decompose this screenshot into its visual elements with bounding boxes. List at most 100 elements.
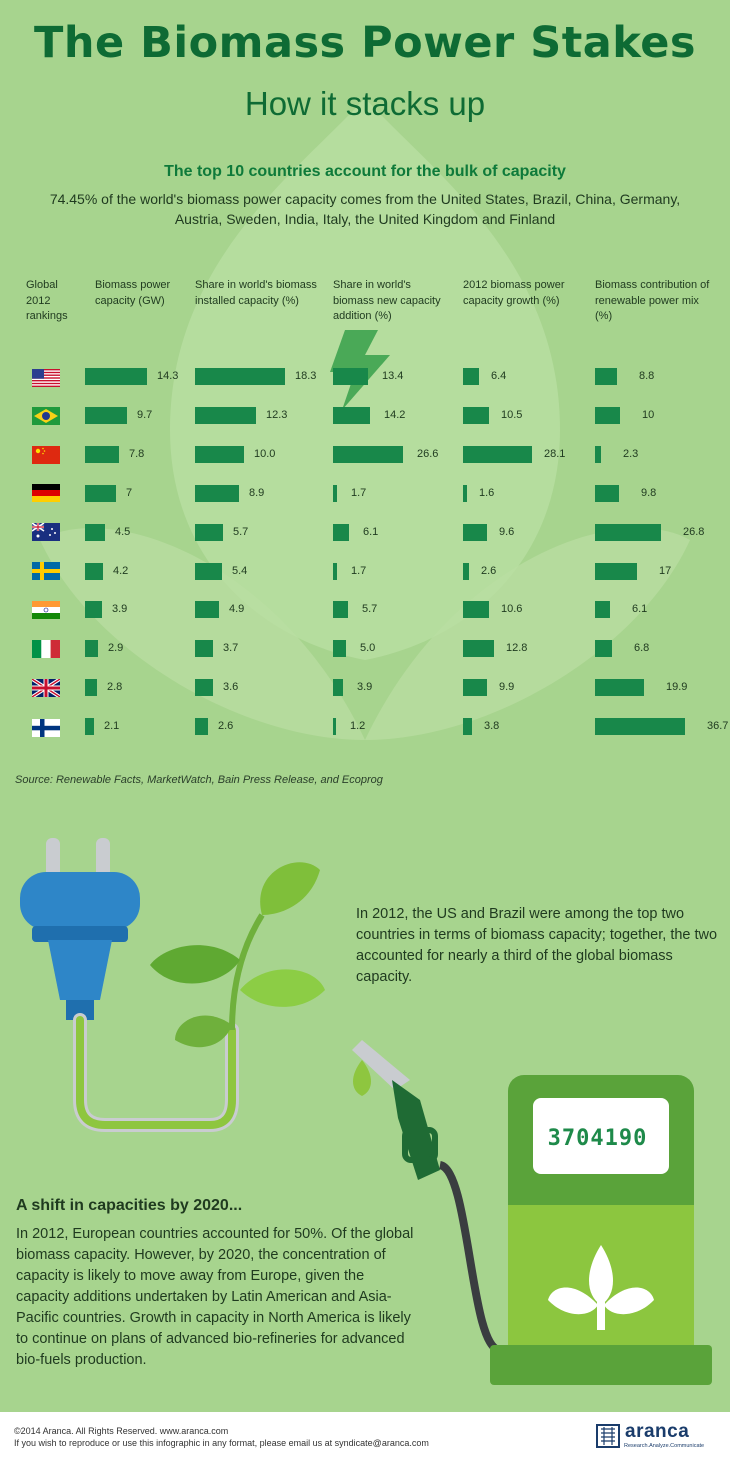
flag-sweden-icon (32, 562, 60, 580)
bar-sweden-series-1 (85, 563, 103, 580)
value-label-india-series-3: 5.7 (362, 603, 378, 615)
bar-united-states-series-3 (333, 368, 368, 385)
value-label-austria-series-3: 6.1 (363, 526, 379, 538)
value-label-china-series-5: 2.3 (623, 448, 639, 460)
background-side-leaf-left (40, 528, 365, 740)
bar-finland-series-4 (463, 718, 472, 735)
value-label-india-series-2: 4.9 (229, 603, 245, 615)
value-label-sweden-series-2: 5.4 (232, 565, 248, 577)
flag-italy-icon (32, 640, 60, 658)
bar-china-series-1 (85, 446, 119, 463)
value-label-brazil-series-2: 12.3 (266, 409, 288, 421)
value-label-china-series-1: 7.8 (129, 448, 145, 460)
bar-india-series-4 (463, 601, 489, 618)
bar-sweden-series-5 (595, 563, 637, 580)
bar-italy-series-2 (195, 640, 213, 657)
value-label-united-kingdom-series-2: 3.6 (223, 681, 239, 693)
column-header-rankings: Global 2012 rankings (26, 279, 68, 322)
bar-china-series-2 (195, 446, 244, 463)
flag-austria-icon (32, 523, 60, 541)
value-label-germany-series-3: 1.7 (351, 487, 367, 499)
bar-austria-series-4 (463, 524, 487, 541)
flag-finland-icon (32, 719, 60, 737)
value-label-germany-series-5: 9.8 (641, 487, 657, 499)
bar-finland-series-1 (85, 718, 94, 735)
footer-copyright: ©2014 Aranca. All Rights Reserved. www.a… (14, 1426, 229, 1436)
value-label-sweden-series-3: 1.7 (351, 565, 367, 577)
value-label-china-series-4: 28.1 (544, 448, 566, 460)
bar-sweden-series-3 (333, 563, 337, 580)
page-title: The Biomass Power Stakes (34, 18, 696, 68)
page-subtitle: How it stacks up (244, 85, 486, 122)
value-label-finland-series-2: 2.6 (218, 720, 234, 732)
value-label-united-kingdom-series-3: 3.9 (357, 681, 373, 693)
column-header-growth: 2012 biomass power capacity growth (%) (463, 279, 565, 307)
value-label-united-kingdom-series-5: 19.9 (666, 681, 688, 693)
intro-body: 74.45% of the world's biomass power capa… (49, 191, 681, 227)
bar-germany-series-2 (195, 485, 239, 502)
aranca-tagline: Research.Analyze.Communicate (624, 1443, 705, 1449)
bar-brazil-series-4 (463, 407, 489, 424)
value-label-finland-series-3: 1.2 (350, 720, 366, 732)
bar-united-kingdom-series-1 (85, 679, 97, 696)
value-label-italy-series-2: 3.7 (223, 642, 239, 654)
flag-brazil-icon (32, 407, 60, 425)
bar-sweden-series-2 (195, 563, 222, 580)
bar-finland-series-2 (195, 718, 208, 735)
value-label-germany-series-4: 1.6 (479, 487, 495, 499)
value-label-india-series-1: 3.9 (112, 603, 128, 615)
bar-italy-series-4 (463, 640, 494, 657)
value-label-india-series-5: 6.1 (632, 603, 648, 615)
value-label-united-states-series-2: 18.3 (295, 370, 317, 382)
value-label-brazil-series-4: 10.5 (501, 409, 523, 421)
value-label-china-series-2: 10.0 (254, 448, 276, 460)
value-label-italy-series-1: 2.9 (108, 642, 124, 654)
shift-body: In 2012, European countries accounted fo… (16, 1226, 414, 1368)
shift-heading: A shift in capacities by 2020... (16, 1197, 243, 1214)
value-label-sweden-series-1: 4.2 (113, 565, 129, 577)
bar-austria-series-1 (85, 524, 105, 541)
value-label-united-states-series-5: 8.8 (639, 370, 655, 382)
value-label-germany-series-1: 7 (126, 487, 133, 499)
bar-germany-series-3 (333, 485, 337, 502)
bar-germany-series-5 (595, 485, 619, 502)
footer-reproduce-note: If you wish to reproduce or use this inf… (14, 1438, 429, 1448)
bar-italy-series-5 (595, 640, 612, 657)
bar-italy-series-1 (85, 640, 98, 657)
value-label-india-series-4: 10.6 (501, 603, 523, 615)
value-label-austria-series-1: 4.5 (115, 526, 131, 538)
fuel-pump-icon (352, 1040, 712, 1385)
value-label-italy-series-4: 12.8 (506, 642, 528, 654)
bar-china-series-3 (333, 446, 403, 463)
bar-brazil-series-5 (595, 407, 620, 424)
bar-united-kingdom-series-3 (333, 679, 343, 696)
value-label-sweden-series-5: 17 (659, 565, 672, 577)
bar-india-series-5 (595, 601, 610, 618)
bar-germany-series-4 (463, 485, 467, 502)
bar-united-states-series-5 (595, 368, 617, 385)
bar-india-series-1 (85, 601, 102, 618)
value-label-brazil-series-3: 14.2 (384, 409, 406, 421)
value-label-austria-series-2: 5.7 (233, 526, 249, 538)
bar-austria-series-2 (195, 524, 223, 541)
chart-source: Source: Renewable Facts, MarketWatch, Ba… (15, 774, 383, 786)
value-label-austria-series-5: 26.8 (683, 526, 705, 538)
intro-heading: The top 10 countries account for the bul… (164, 163, 566, 180)
bar-sweden-series-4 (463, 563, 469, 580)
bar-india-series-3 (333, 601, 348, 618)
column-header-new-addition-share: Share in world's biomass new capacity ad… (333, 279, 441, 322)
background-side-leaf-right (365, 528, 690, 740)
bar-germany-series-1 (85, 485, 116, 502)
flag-germany-icon (32, 484, 60, 502)
value-label-finland-series-1: 2.1 (104, 720, 120, 732)
bar-brazil-series-1 (85, 407, 127, 424)
value-label-germany-series-2: 8.9 (249, 487, 265, 499)
bar-brazil-series-2 (195, 407, 256, 424)
value-label-italy-series-5: 6.8 (634, 642, 650, 654)
value-label-finland-series-5: 36.7 (707, 720, 729, 732)
bar-italy-series-3 (333, 640, 346, 657)
flag-india-icon (32, 601, 60, 619)
bar-austria-series-5 (595, 524, 661, 541)
value-label-italy-series-3: 5.0 (360, 642, 376, 654)
bar-india-series-2 (195, 601, 219, 618)
